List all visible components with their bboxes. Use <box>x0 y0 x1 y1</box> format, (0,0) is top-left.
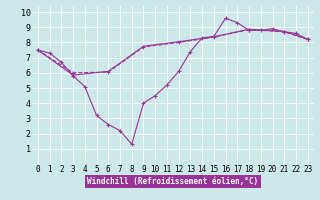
X-axis label: Windchill (Refroidissement éolien,°C): Windchill (Refroidissement éolien,°C) <box>87 177 258 186</box>
